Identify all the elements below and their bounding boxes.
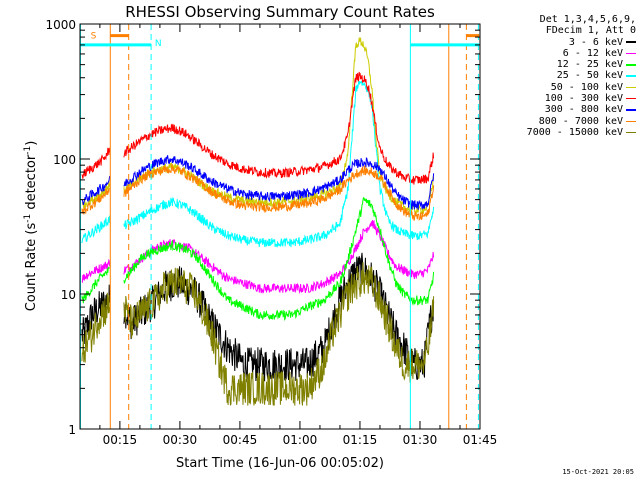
y-tick-label-0: 1 (68, 423, 76, 437)
legend-swatch (626, 120, 636, 123)
x-axis-label: Start Time (16-Jun-06 00:05:02) (176, 456, 384, 471)
series-300to800keV (81, 155, 435, 211)
x-tick-label-2: 00:45 (223, 433, 258, 447)
legend-entry: 25 - 50 keV (486, 70, 636, 81)
mode-marker-0: S (91, 32, 97, 42)
legend-entry-label: 50 - 100 keV (550, 81, 623, 93)
legend-swatch (626, 52, 636, 55)
legend-entry: 7000 - 15000 keV (486, 127, 636, 138)
legend-entry: 12 - 25 keV (486, 59, 636, 70)
legend-header-line-1: Det 1,3,4,5,6,9, (539, 14, 636, 25)
series-line-3-0 (81, 215, 111, 244)
x-tick-label-4: 01:15 (343, 433, 378, 447)
y-tick-label-1: 10 (61, 288, 76, 302)
mode-marker-1: N (155, 39, 162, 49)
y-tick-label-2: 100 (53, 153, 76, 167)
axes: 00:15 00:30 00:45 01:00 01:15 01:30 01:45 1 10 10… (45, 18, 497, 447)
legend-entry-label: 25 - 50 keV (556, 70, 623, 82)
legend-entry-label: 100 - 300 keV (544, 93, 623, 105)
series-line-4-1 (123, 37, 435, 216)
plot-marks: SN (79, 24, 480, 429)
legend-entry-label: 12 - 25 keV (556, 59, 623, 71)
legend-entry-label: 800 - 7000 keV (538, 115, 623, 127)
series-100to300keV (81, 71, 435, 185)
legend-swatch (626, 109, 636, 111)
x-tick-label-0: 00:15 (103, 433, 138, 447)
series-line-2-1 (123, 197, 435, 321)
legend-entry-label: 3 - 6 keV (568, 36, 623, 48)
legend-entry-label: 6 - 12 keV (562, 47, 623, 59)
y-axis-label: Count Rate (s-1 detector-1) (23, 141, 39, 312)
series-line-6-0 (81, 175, 111, 206)
legend-entry: 50 - 100 keV (486, 82, 636, 93)
legend-entry: 3 - 6 keV (486, 37, 636, 48)
series-line-8-1 (123, 262, 435, 406)
x-tick-label-5: 01:30 (403, 433, 438, 447)
chart-title: RHESSI Observing Summary Count Rates (125, 3, 435, 21)
legend-entries: 3 - 6 keV 6 - 12 keV 12 - 25 keV 25 - 50 ke… (486, 37, 636, 139)
y-tick-label-3: 1000 (45, 18, 76, 32)
legend-swatch (626, 86, 636, 89)
legend-entry: 800 - 7000 keV (486, 116, 636, 127)
legend-entry-label: 300 - 800 keV (544, 104, 623, 116)
legend-swatch (626, 64, 636, 66)
series-line-5-1 (123, 71, 435, 185)
series-800to7000keV (81, 163, 435, 221)
series-7000to15000keV (81, 262, 435, 406)
series-line-7-1 (123, 163, 435, 221)
legend-entry: 100 - 300 keV (486, 93, 636, 104)
series-line-3-1 (123, 79, 435, 248)
legend-entry-label: 7000 - 15000 keV (526, 126, 623, 138)
legend-swatch (626, 97, 636, 100)
legend-entry: 6 - 12 keV (486, 48, 636, 59)
legend-header-line-2: FDecim 1, Att 0 (545, 25, 636, 37)
legend-swatch (626, 75, 636, 77)
legend-entry: 300 - 800 keV (486, 104, 636, 115)
series-line-7-0 (81, 187, 111, 215)
series-25to50keV (81, 79, 435, 248)
timestamp: 15-Oct-2021 20:05 (562, 468, 634, 476)
series-line-8-0 (81, 292, 111, 363)
series-line-1-0 (81, 258, 111, 284)
legend-swatch (626, 41, 636, 43)
series-line-6-1 (123, 155, 435, 211)
legend: Det 1,3,4,5,6,9, FDecim 1, Att 0 3 - 6 k… (486, 14, 636, 138)
series-line-5-0 (81, 147, 111, 179)
legend-swatch (626, 131, 636, 134)
series-line-2-0 (81, 266, 111, 304)
x-tick-label-3: 01:00 (283, 433, 318, 447)
series-12to25keV (81, 197, 435, 321)
x-tick-label-1: 00:30 (163, 433, 198, 447)
x-tick-label-6: 01:45 (463, 433, 498, 447)
